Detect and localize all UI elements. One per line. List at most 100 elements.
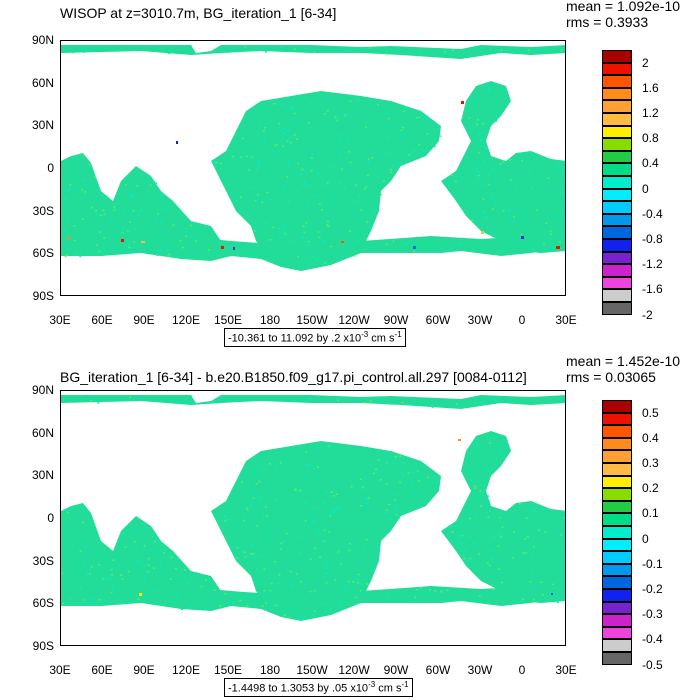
field-speckle bbox=[250, 156, 253, 159]
field-speckle bbox=[255, 483, 258, 485]
lon-label: 30E bbox=[49, 313, 71, 327]
colorbar-label: -0.4 bbox=[642, 632, 663, 647]
field-speckle bbox=[69, 598, 72, 600]
field-speckle bbox=[279, 237, 282, 239]
field-speckle bbox=[248, 522, 251, 525]
field-speckle bbox=[495, 120, 497, 122]
field-speckle bbox=[488, 564, 491, 567]
field-speckle bbox=[295, 573, 298, 575]
field-speckle bbox=[134, 228, 136, 230]
field-speckle bbox=[556, 215, 559, 217]
range-unit: cm s bbox=[375, 682, 402, 695]
lat-label: 0 bbox=[47, 511, 54, 525]
field-speckle bbox=[353, 200, 356, 203]
field-speckle bbox=[440, 591, 443, 593]
field-speckle bbox=[64, 198, 67, 200]
field-speckle bbox=[498, 516, 501, 519]
lat-label: 30N bbox=[31, 118, 54, 132]
field-speckle bbox=[84, 565, 86, 567]
field-speckle bbox=[477, 119, 479, 121]
field-speckle bbox=[212, 401, 215, 403]
field-speckle bbox=[136, 185, 139, 187]
field-speckle bbox=[332, 511, 335, 514]
field-speckle bbox=[86, 251, 89, 254]
field-speckle bbox=[283, 133, 285, 135]
field-speckle bbox=[212, 161, 215, 164]
lat-label: 30S bbox=[32, 204, 54, 218]
field-speckle bbox=[246, 605, 249, 607]
field-speckle bbox=[100, 214, 103, 217]
lat-label: 90S bbox=[32, 289, 54, 303]
field-speckle bbox=[305, 222, 308, 224]
field-speckle bbox=[393, 499, 396, 501]
extreme-value-marks bbox=[139, 439, 553, 596]
field-speckle bbox=[264, 51, 267, 53]
field-speckle bbox=[236, 243, 239, 245]
colorbar-swatch bbox=[602, 87, 632, 101]
field-speckle bbox=[426, 476, 429, 479]
field-speckle bbox=[359, 590, 362, 592]
field-speckle bbox=[532, 598, 535, 601]
map-plot bbox=[60, 40, 566, 296]
field-speckle bbox=[509, 181, 512, 183]
field-speckle bbox=[478, 174, 480, 177]
field-speckle bbox=[291, 584, 294, 586]
field-speckle bbox=[543, 243, 546, 246]
field-speckle bbox=[110, 568, 113, 571]
field-speckle bbox=[299, 489, 302, 492]
field-speckle bbox=[545, 222, 548, 224]
field-speckle bbox=[277, 582, 280, 585]
field-speckle bbox=[168, 52, 171, 55]
colorbar-label: -0.3 bbox=[642, 607, 663, 622]
field-speckle bbox=[283, 614, 286, 616]
field-speckle bbox=[536, 209, 539, 211]
field-speckle bbox=[84, 191, 87, 193]
field-speckle bbox=[169, 578, 172, 580]
field-speckle bbox=[365, 538, 368, 541]
field-speckle bbox=[366, 503, 369, 505]
field-speckle bbox=[451, 531, 454, 533]
field-speckle bbox=[373, 210, 376, 213]
field-speckle bbox=[113, 209, 116, 211]
field-speckle bbox=[304, 181, 306, 184]
field-speckle bbox=[385, 243, 388, 246]
field-speckle bbox=[298, 552, 301, 554]
field-speckle bbox=[329, 515, 332, 517]
field-speckle bbox=[152, 567, 155, 569]
field-speckle bbox=[118, 564, 121, 566]
field-speckle bbox=[133, 240, 136, 243]
field-speckle bbox=[110, 574, 113, 576]
field-speckle bbox=[348, 549, 351, 552]
field-speckle bbox=[321, 208, 323, 211]
field-speckle bbox=[469, 536, 472, 538]
field-speckle bbox=[326, 220, 329, 223]
field-speckle bbox=[329, 245, 332, 248]
field-speckle bbox=[545, 202, 548, 204]
field-speckle bbox=[361, 148, 364, 151]
field-speckle bbox=[317, 231, 320, 233]
field-speckle bbox=[323, 540, 326, 542]
field-speckle bbox=[403, 133, 406, 135]
field-speckle bbox=[186, 581, 189, 584]
lon-label: 60W bbox=[425, 663, 451, 677]
colorbar-swatch bbox=[602, 526, 632, 539]
field-speckle bbox=[294, 488, 297, 490]
field-speckle bbox=[564, 557, 565, 559]
field-speckle bbox=[219, 605, 222, 607]
lon-label: 150E bbox=[213, 313, 243, 327]
range-text: -1.4498 to 1.3053 by .05 x10 bbox=[228, 682, 369, 695]
field-speckle bbox=[519, 503, 521, 505]
field-speckle bbox=[310, 169, 313, 172]
colorbar-swatch bbox=[602, 488, 632, 501]
field-speckle bbox=[536, 196, 539, 199]
colorbar-swatch bbox=[602, 463, 632, 476]
field-speckle bbox=[501, 526, 504, 528]
field-speckle bbox=[532, 546, 535, 548]
field-speckle bbox=[344, 113, 346, 116]
field-speckle bbox=[137, 598, 140, 600]
lon-label: 90E bbox=[133, 663, 155, 677]
field-speckle bbox=[256, 525, 259, 527]
field-speckle bbox=[283, 231, 286, 234]
field-speckle bbox=[387, 117, 390, 120]
field-speckle bbox=[253, 556, 256, 558]
